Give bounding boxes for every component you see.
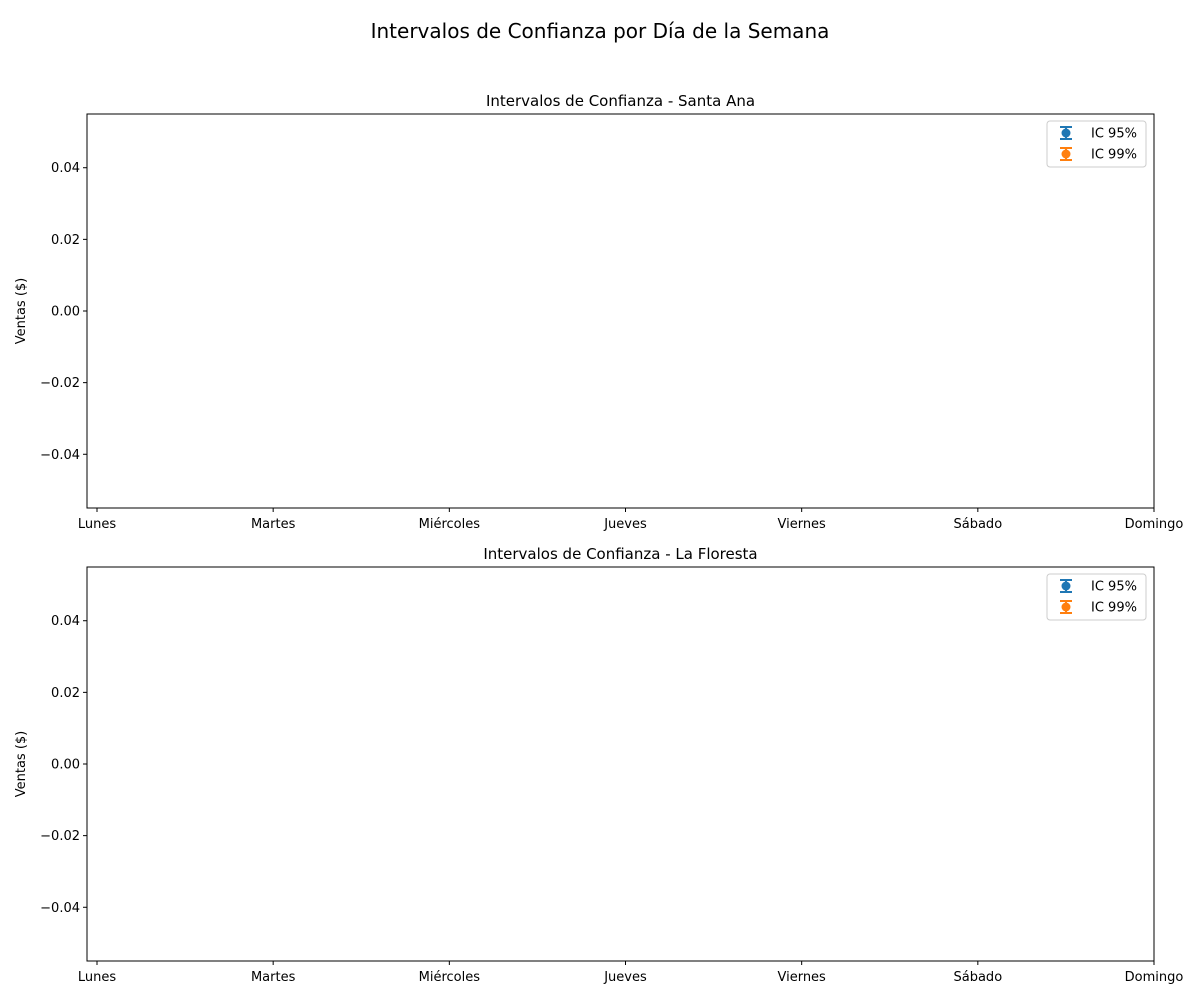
x-tick-label: Lunes <box>78 970 116 985</box>
x-tick-label: Lunes <box>78 517 116 532</box>
chart-panel-1: Intervalos de Confianza - Santa Ana Venta… <box>14 92 1183 532</box>
y-tick-label: −0.02 <box>40 829 80 844</box>
legend: IC 95% IC 99% <box>1046 120 1147 168</box>
legend-circle-marker <box>1061 602 1071 612</box>
x-tick-label: Martes <box>251 517 296 532</box>
legend-label: IC 99% <box>1091 148 1137 163</box>
plot-area-frame <box>86 566 1155 962</box>
plot-area-frame <box>86 113 1155 509</box>
legend-label: IC 95% <box>1091 127 1137 142</box>
chart-panels: Intervalos de Confianza - Santa Ana Venta… <box>14 92 1183 985</box>
x-tick-label: Sábado <box>954 970 1003 985</box>
y-tick-label: −0.04 <box>40 901 80 916</box>
x-tick-label: Jueves <box>603 517 647 532</box>
chart-title: Intervalos de Confianza - Santa Ana <box>486 92 755 110</box>
y-tick-label: 0.00 <box>51 758 80 773</box>
y-axis-label: Ventas ($) <box>14 278 29 345</box>
x-tick-label: Viernes <box>777 970 826 985</box>
x-tick-label: Miércoles <box>419 517 481 532</box>
chart-title: Intervalos de Confianza - La Floresta <box>483 545 757 563</box>
y-tick-label: 0.02 <box>51 233 80 248</box>
legend-circle-marker <box>1061 128 1071 138</box>
figure-suptitle: Intervalos de Confianza por Día de la Se… <box>371 19 830 43</box>
y-tick-label: −0.04 <box>40 448 80 463</box>
y-axis-label: Ventas ($) <box>14 731 29 798</box>
x-tick-label: Domingo <box>1125 970 1184 985</box>
chart-panel-2: Intervalos de Confianza - La Floresta Ven… <box>14 545 1183 985</box>
x-tick-label: Viernes <box>777 517 826 532</box>
legend-frame <box>1046 573 1147 621</box>
legend-frame <box>1046 120 1147 168</box>
x-tick-label: Jueves <box>603 970 647 985</box>
legend-label: IC 95% <box>1091 580 1137 595</box>
y-tick-label: 0.00 <box>51 305 80 320</box>
legend-entry: IC 95% <box>1060 126 1137 142</box>
legend-label: IC 99% <box>1091 601 1137 616</box>
x-tick-label: Martes <box>251 970 296 985</box>
legend-entry: IC 99% <box>1060 147 1137 163</box>
y-tick-label: 0.04 <box>51 614 80 629</box>
x-tick-label: Domingo <box>1125 517 1184 532</box>
y-tick-label: 0.04 <box>51 161 80 176</box>
legend-entry: IC 99% <box>1060 600 1137 616</box>
y-tick-label: 0.02 <box>51 686 80 701</box>
legend-entry: IC 95% <box>1060 579 1137 595</box>
legend-circle-marker <box>1061 581 1071 591</box>
y-tick-label: −0.02 <box>40 376 80 391</box>
x-tick-label: Sábado <box>954 517 1003 532</box>
x-tick-label: Miércoles <box>419 970 481 985</box>
legend: IC 95% IC 99% <box>1046 573 1147 621</box>
legend-circle-marker <box>1061 149 1071 159</box>
